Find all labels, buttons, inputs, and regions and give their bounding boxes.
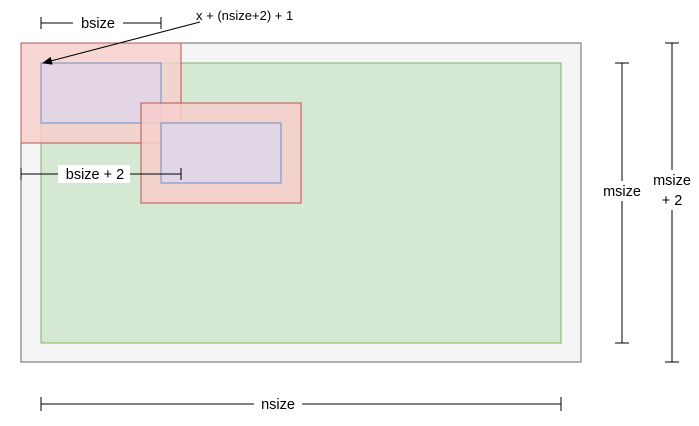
x-formula-label: x + (nsize+2) + 1 <box>196 8 293 23</box>
msize-dimension: msize <box>598 62 646 344</box>
msize-plus-2-dimension: msize + 2 <box>647 42 697 363</box>
nsize-label: nsize <box>261 397 295 413</box>
bsize-plus-2-label: bsize + 2 <box>66 167 124 183</box>
msize-plus-2-label-line2: + 2 <box>662 193 683 209</box>
formula-arrow: x + (nsize+2) + 1 <box>42 8 293 65</box>
msize-plus-2-label-line1: msize <box>653 173 691 189</box>
msize-label: msize <box>603 184 641 200</box>
bsize-dimension: bsize <box>40 14 162 32</box>
nsize-dimension: nsize <box>40 395 562 413</box>
bsize-label: bsize <box>81 16 115 32</box>
bsize-plus-2-dimension: bsize + 2 <box>20 165 182 183</box>
